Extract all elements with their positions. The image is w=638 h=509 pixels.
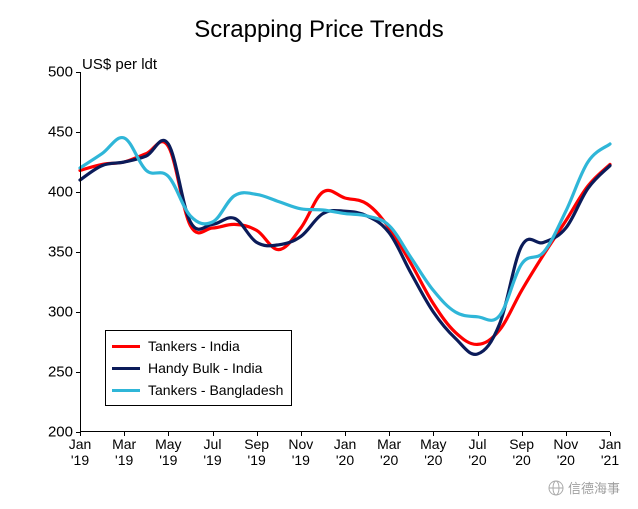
legend-label: Handy Bulk - India <box>148 360 262 376</box>
legend-item: Tankers - India <box>112 335 283 357</box>
x-tick-label: Sep '19 <box>240 436 274 468</box>
x-tick-mark <box>124 432 125 436</box>
x-tick-label: Jan '21 <box>593 436 627 468</box>
series-line <box>80 138 610 321</box>
x-tick-mark <box>610 432 611 436</box>
x-tick-mark <box>80 432 81 436</box>
legend-item: Handy Bulk - India <box>112 357 283 379</box>
x-tick-mark <box>213 432 214 436</box>
y-tick-label: 300 <box>13 304 73 321</box>
x-tick-label: May '19 <box>151 436 185 468</box>
x-tick-mark <box>433 432 434 436</box>
x-tick-mark <box>522 432 523 436</box>
chart-container: Scrapping Price Trends US$ per ldt 20025… <box>0 0 638 509</box>
x-tick-label: Jan '20 <box>328 436 362 468</box>
globe-icon <box>548 480 564 496</box>
legend-swatch <box>112 345 140 348</box>
y-tick-label: 350 <box>13 244 73 261</box>
x-tick-label: Jul '19 <box>196 436 230 468</box>
chart-title: Scrapping Price Trends <box>0 16 638 44</box>
legend-item: Tankers - Bangladesh <box>112 379 283 401</box>
x-tick-mark <box>301 432 302 436</box>
x-tick-mark <box>389 432 390 436</box>
x-tick-mark <box>566 432 567 436</box>
y-tick-label: 250 <box>13 364 73 381</box>
legend-label: Tankers - India <box>148 338 240 354</box>
legend-label: Tankers - Bangladesh <box>148 382 283 398</box>
chart-subtitle: US$ per ldt <box>82 56 157 73</box>
x-tick-label: Mar '20 <box>372 436 406 468</box>
x-tick-label: Jul '20 <box>461 436 495 468</box>
x-tick-label: Mar '19 <box>107 436 141 468</box>
x-tick-label: Sep '20 <box>505 436 539 468</box>
x-tick-mark <box>168 432 169 436</box>
legend-swatch <box>112 367 140 370</box>
x-tick-mark <box>478 432 479 436</box>
y-tick-label: 500 <box>13 64 73 81</box>
watermark: 信德海事 <box>548 478 620 497</box>
legend: Tankers - India Handy Bulk - India Tankers… <box>105 330 292 406</box>
x-tick-mark <box>257 432 258 436</box>
x-tick-label: Nov '20 <box>549 436 583 468</box>
x-tick-label: Nov '19 <box>284 436 318 468</box>
y-tick-label: 450 <box>13 124 73 141</box>
legend-swatch <box>112 389 140 392</box>
x-tick-label: Jan '19 <box>63 436 97 468</box>
watermark-text: 信德海事 <box>568 478 620 497</box>
x-tick-mark <box>345 432 346 436</box>
y-tick-label: 400 <box>13 184 73 201</box>
x-tick-label: May '20 <box>416 436 450 468</box>
